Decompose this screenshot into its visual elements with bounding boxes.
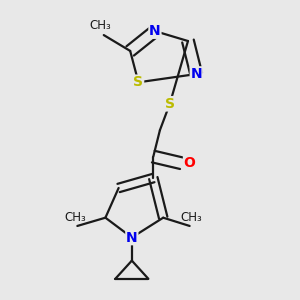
Text: CH₃: CH₃ (180, 211, 202, 224)
Text: N: N (126, 230, 138, 244)
Text: N: N (149, 24, 161, 38)
Text: CH₃: CH₃ (89, 20, 111, 32)
Text: N: N (190, 67, 202, 81)
Text: S: S (134, 75, 143, 89)
Text: S: S (165, 97, 175, 111)
Text: O: O (184, 156, 196, 170)
Text: CH₃: CH₃ (65, 211, 87, 224)
